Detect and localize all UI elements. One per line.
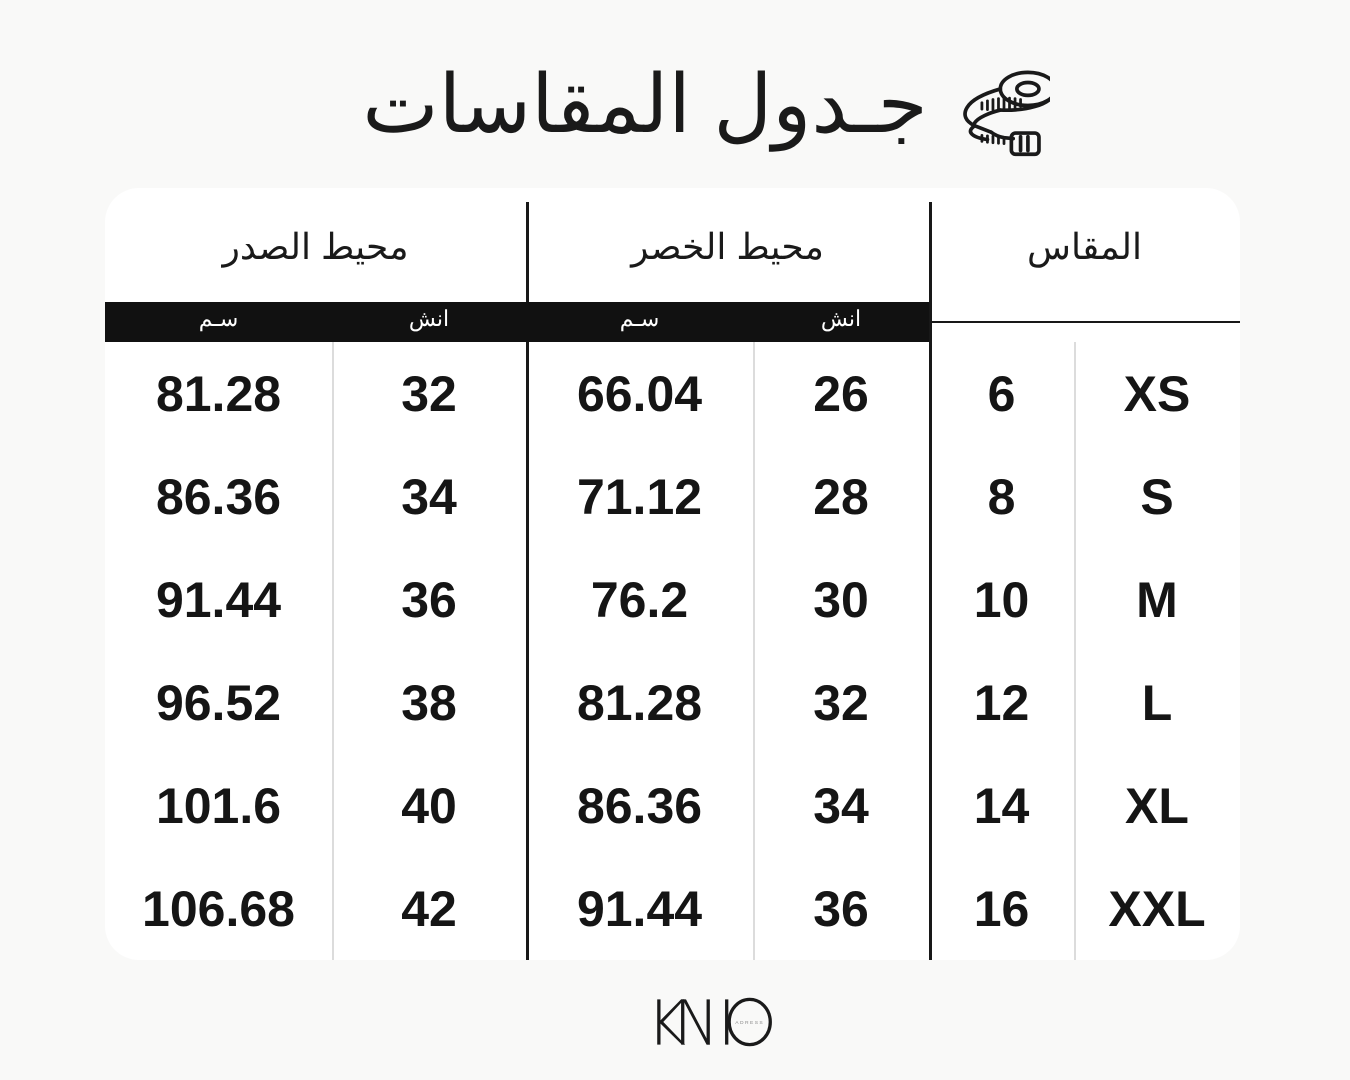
- svg-text:ADRESS: ADRESS: [735, 1020, 764, 1026]
